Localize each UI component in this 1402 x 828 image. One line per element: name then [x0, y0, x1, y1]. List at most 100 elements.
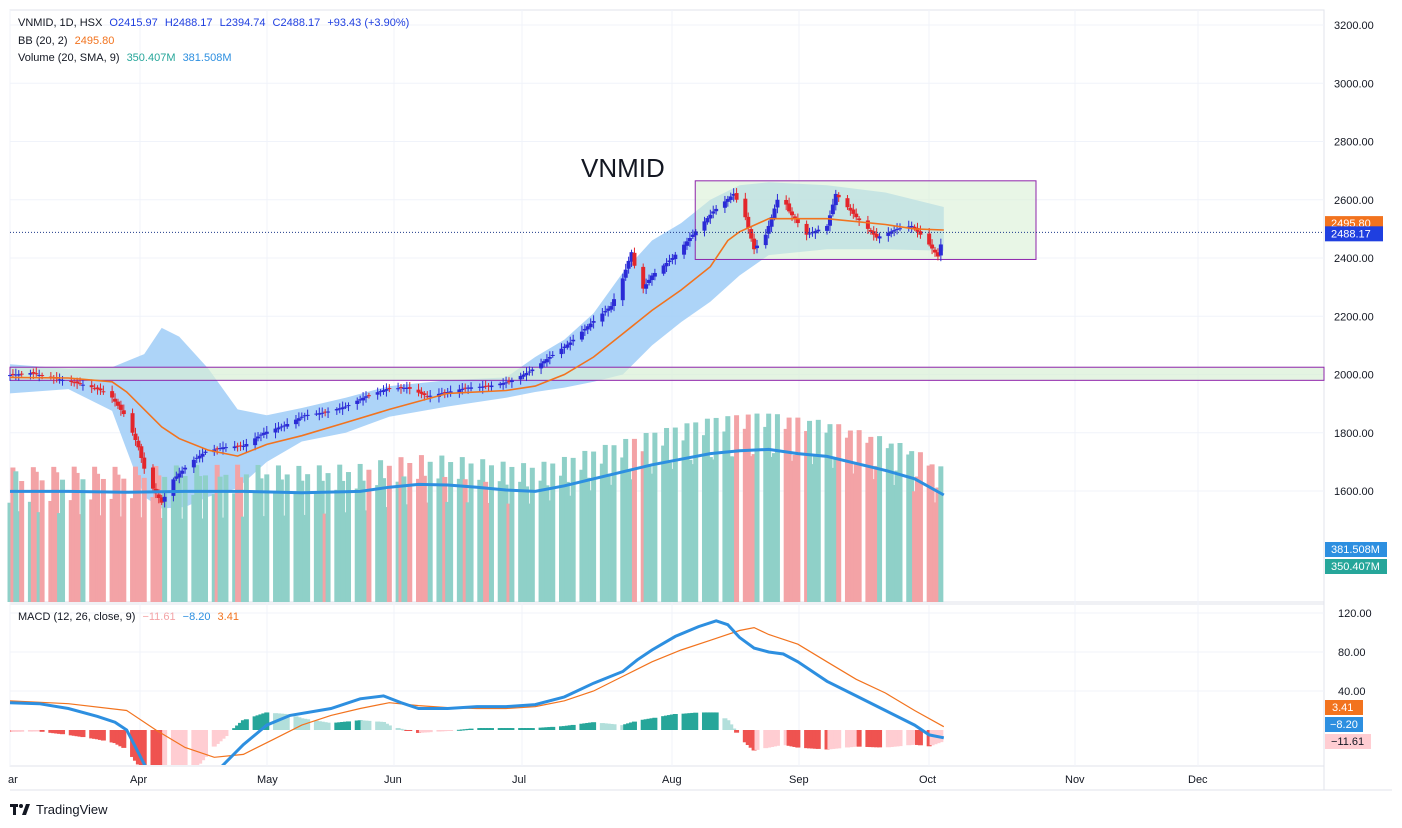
legend-volume-label[interactable]: Volume (20, SMA, 9)	[18, 52, 120, 64]
candle-body-133	[547, 357, 552, 359]
volume-bar-192	[789, 460, 795, 602]
volume-bar-185	[763, 426, 769, 602]
volume-bar-101	[418, 455, 424, 602]
macd-hist-bar-219	[897, 730, 903, 747]
candle-body-180	[743, 198, 748, 218]
volume-bar-12	[54, 472, 60, 602]
volume-bar-129	[529, 467, 535, 602]
macd-hist-bar-25	[109, 730, 115, 743]
candle-body-204	[836, 194, 841, 198]
candle-body-21	[92, 388, 97, 390]
volume-bar-209	[856, 430, 862, 602]
candle-body-85	[355, 400, 360, 404]
candle-204	[836, 192, 841, 202]
axes: 3200.00 3000.00 2800.00 2600.00 2400.00 2200.…	[8, 20, 1374, 786]
macd-hist-bar-6	[30, 730, 36, 732]
macd-hist-bar-166	[684, 713, 690, 730]
candle-body-113	[466, 387, 471, 389]
price-tick-0: 3200.00	[1334, 20, 1374, 32]
volume-bar-109	[448, 462, 454, 602]
volume-bar-128	[526, 503, 532, 602]
macd-hist-bar-107	[442, 730, 448, 732]
candle-25	[110, 385, 115, 403]
candle-221	[909, 221, 914, 233]
macd-hist-bar-87	[360, 720, 366, 730]
candle-body-132	[544, 359, 549, 363]
volume-bar-66	[275, 465, 281, 602]
footer-brand[interactable]: TradingView	[10, 802, 108, 817]
macd-hist-bar-176	[725, 720, 731, 730]
candle-156	[644, 278, 649, 295]
macd-hist-bar-89	[366, 720, 372, 730]
candle-body-116	[480, 386, 485, 388]
candle-body-123	[506, 381, 511, 383]
macd-hist-bar-90	[375, 721, 381, 730]
candle-body-57	[238, 445, 243, 447]
macd-hist-bar-120	[497, 728, 503, 730]
volume-bar-16	[71, 466, 77, 602]
candle-body-141	[582, 328, 587, 331]
candle-216	[889, 228, 894, 238]
macd-hist-bar-171	[704, 712, 710, 730]
macd-hist-bar-194	[795, 730, 801, 748]
candle-body-56	[235, 445, 240, 447]
bb-basis-line	[9, 217, 944, 457]
candle-body-90	[375, 392, 380, 395]
volume-bar-84	[345, 472, 351, 602]
candle-4	[19, 370, 24, 377]
legend-low: L2394.74	[219, 17, 266, 29]
macd-hist-bar-172	[707, 712, 713, 730]
candle-68	[282, 421, 287, 432]
volume-bar-4	[19, 481, 25, 602]
candle-151	[623, 263, 628, 281]
price-tick-1: 3000.00	[1334, 78, 1374, 90]
macd-hist-bar-74	[305, 719, 311, 730]
volume-bar-221	[909, 451, 915, 602]
candle-73	[302, 412, 307, 422]
candle-29	[121, 404, 126, 417]
candle-body-139	[571, 339, 576, 342]
legend-symbol[interactable]: VNMID, 1D, HSX	[18, 17, 103, 29]
macd-hist-bar-51	[214, 730, 220, 744]
volume-bar-132	[544, 485, 550, 602]
candle-127	[524, 367, 529, 382]
candle-89	[366, 392, 371, 399]
macd-hist-bar-78	[322, 722, 328, 730]
candle-body-79	[326, 411, 331, 413]
candle-199	[816, 225, 821, 234]
candle-body-178	[731, 193, 736, 196]
candle-body-80	[334, 409, 339, 411]
macd-hist-bar-156	[643, 719, 649, 730]
legend-bb-label[interactable]: BB (20, 2)	[18, 35, 68, 47]
volume-bar-151	[623, 438, 629, 602]
volume-bar-30	[130, 498, 136, 602]
macd-hist-bar-88	[363, 720, 369, 730]
candle-90	[375, 387, 380, 400]
candle-body-61	[256, 436, 261, 439]
macd-hist-bar-167	[687, 713, 693, 730]
macd-hist-bar-116	[480, 728, 486, 730]
svg-text:2488.17: 2488.17	[1331, 228, 1371, 240]
volume-bar-179	[734, 415, 740, 602]
macd-hist-bar-153	[629, 722, 635, 730]
macd-hist-bar-188	[772, 730, 778, 747]
volume-bar-182	[748, 456, 754, 602]
volume-bar-118	[486, 502, 492, 602]
candle-139	[571, 334, 576, 346]
candle-body-179	[734, 193, 739, 200]
candle-body-205	[845, 198, 850, 208]
macd-hist-bar-34	[141, 730, 147, 765]
macd-hist-bar-94	[386, 725, 392, 730]
macd-hist-bar-46	[194, 730, 200, 765]
macd-tick-0: 120.00	[1338, 608, 1372, 620]
volume-bar-215	[885, 448, 891, 602]
candle-body-214	[877, 236, 882, 239]
candle-184	[755, 239, 760, 254]
candle-125	[518, 372, 523, 385]
candle-body-5	[28, 373, 33, 375]
candle-229	[938, 238, 943, 262]
candle-body-216	[889, 231, 894, 234]
candle-body-23	[98, 388, 103, 391]
legend-macd-label[interactable]: MACD (12, 26, close, 9)	[18, 611, 136, 623]
